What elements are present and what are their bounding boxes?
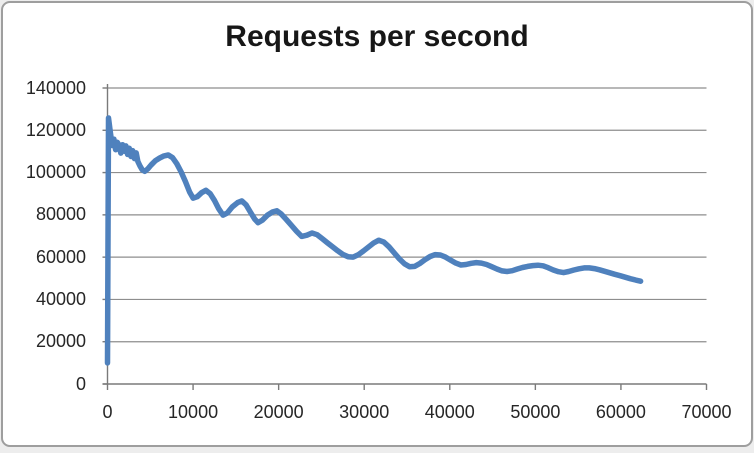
x-tick-label: 50000 [510,402,561,422]
y-tick-label: 80000 [35,204,86,225]
x-tick-label: 10000 [168,402,219,422]
x-tick-label: 30000 [339,402,390,422]
x-tick-label: 0 [102,402,113,422]
y-tick-label: 100000 [25,162,86,183]
x-tick-label: 20000 [253,402,304,422]
y-tick-label: 40000 [35,288,86,309]
x-tick-label: 70000 [681,402,732,422]
chart-title: Requests per second [225,20,529,53]
x-tick-label: 40000 [424,402,475,422]
y-tick-label: 20000 [35,331,86,352]
y-tick-label: 60000 [35,246,86,267]
y-tick-label: 120000 [25,119,86,140]
series-line [104,115,644,366]
y-tick-label: 0 [75,373,86,394]
y-tick-label: 140000 [25,77,86,98]
x-tick-label: 60000 [595,402,646,422]
